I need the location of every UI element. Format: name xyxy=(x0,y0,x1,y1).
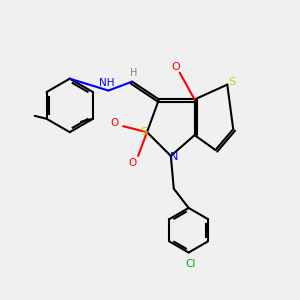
Text: NH: NH xyxy=(99,78,115,88)
Text: S: S xyxy=(228,77,235,87)
Text: O: O xyxy=(110,118,118,128)
Text: N: N xyxy=(169,152,178,162)
Text: Cl: Cl xyxy=(185,260,195,269)
Text: O: O xyxy=(171,62,180,72)
Text: S: S xyxy=(140,127,148,137)
Text: H: H xyxy=(130,68,137,78)
Text: O: O xyxy=(128,158,136,168)
